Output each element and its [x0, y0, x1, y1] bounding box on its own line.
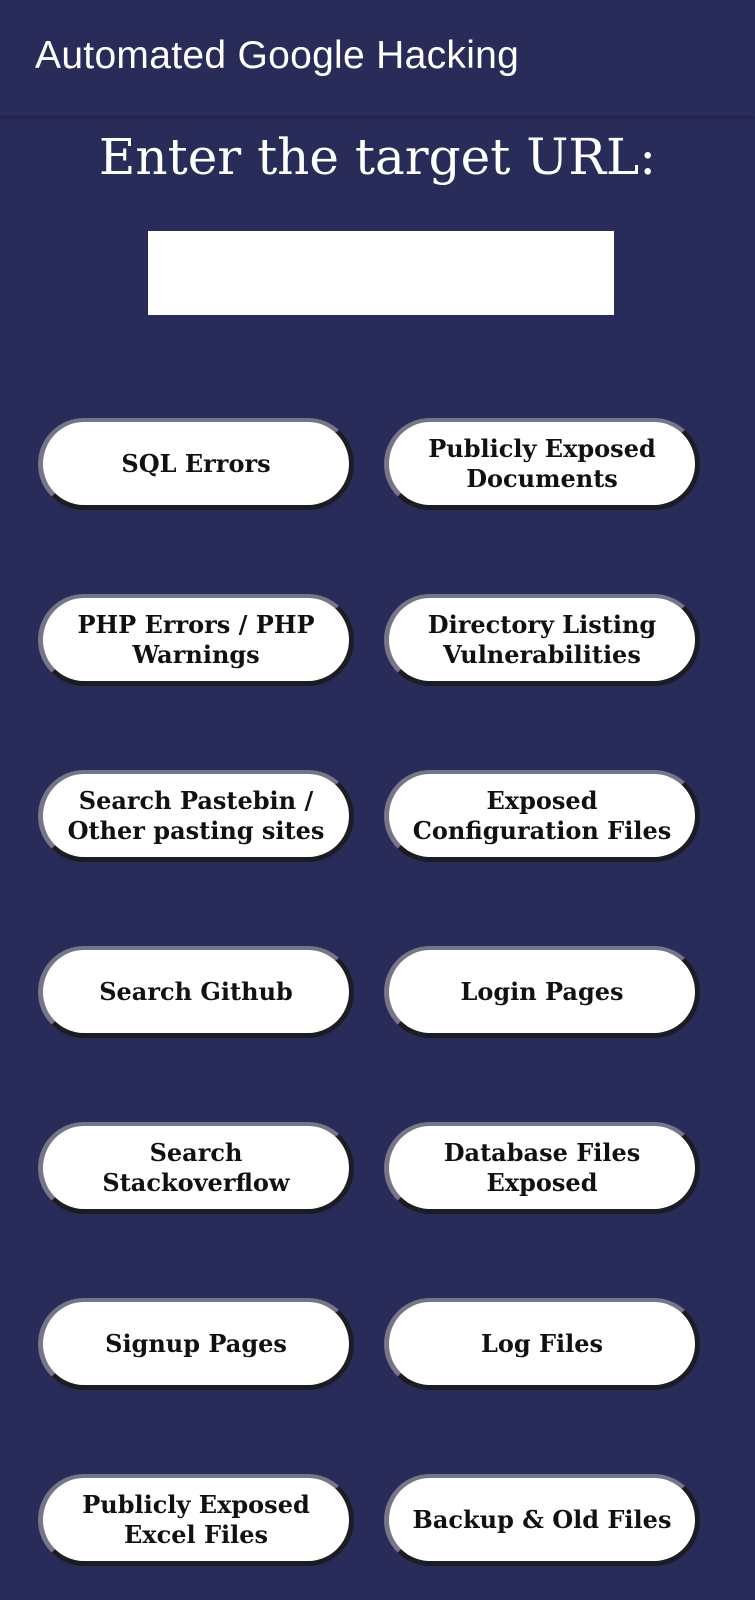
search-github-button[interactable]: Search Github — [38, 946, 354, 1038]
app-bar: Automated Google Hacking — [0, 0, 755, 116]
button-label: Search Pastebin / Other pasting sites — [67, 785, 325, 845]
php-errors-warnings-button[interactable]: PHP Errors / PHP Warnings — [38, 594, 354, 686]
publicly-exposed-documents-button[interactable]: Publicly Exposed Documents — [384, 418, 700, 510]
exposed-configuration-files-button[interactable]: Exposed Configuration Files — [384, 770, 700, 862]
search-stackoverflow-button[interactable]: Search Stackoverflow — [38, 1122, 354, 1214]
button-label: Publicly Exposed Documents — [428, 433, 656, 493]
backup-old-files-button[interactable]: Backup & Old Files — [384, 1474, 700, 1566]
button-label: Signup Pages — [105, 1328, 287, 1358]
target-url-input[interactable] — [148, 231, 614, 315]
signup-pages-button[interactable]: Signup Pages — [38, 1298, 354, 1390]
log-files-button[interactable]: Log Files — [384, 1298, 700, 1390]
search-pastebin-button[interactable]: Search Pastebin / Other pasting sites — [38, 770, 354, 862]
sql-errors-button[interactable]: SQL Errors — [38, 418, 354, 510]
button-label: Search Github — [99, 976, 293, 1006]
login-pages-button[interactable]: Login Pages — [384, 946, 700, 1038]
button-label: SQL Errors — [121, 448, 271, 478]
url-prompt: Enter the target URL: — [98, 128, 657, 186]
button-label: Directory Listing Vulnerabilities — [427, 609, 657, 669]
database-files-exposed-button[interactable]: Database Files Exposed — [384, 1122, 700, 1214]
button-label: Database Files Exposed — [443, 1137, 641, 1197]
button-label: Publicly Exposed Excel Files — [82, 1489, 310, 1549]
button-label: Backup & Old Files — [412, 1504, 672, 1534]
app-title: Automated Google Hacking — [35, 34, 520, 77]
button-label: Search Stackoverflow — [102, 1137, 290, 1197]
directory-listing-vulnerabilities-button[interactable]: Directory Listing Vulnerabilities — [384, 594, 700, 686]
publicly-exposed-excel-files-button[interactable]: Publicly Exposed Excel Files — [38, 1474, 354, 1566]
button-label: PHP Errors / PHP Warnings — [77, 609, 315, 669]
button-label: Log Files — [480, 1328, 604, 1358]
button-label: Exposed Configuration Files — [412, 785, 672, 845]
button-label: Login Pages — [460, 976, 624, 1006]
